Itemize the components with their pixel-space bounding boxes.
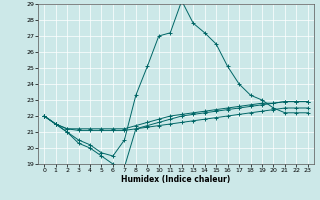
X-axis label: Humidex (Indice chaleur): Humidex (Indice chaleur) [121,175,231,184]
